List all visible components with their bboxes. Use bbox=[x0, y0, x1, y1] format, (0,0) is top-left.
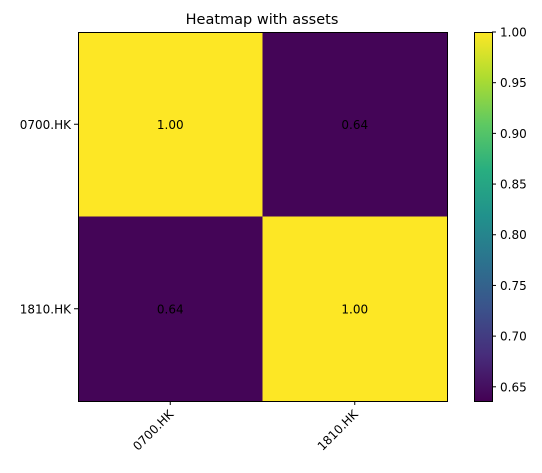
chart-title: Heatmap with assets bbox=[186, 12, 339, 28]
cell-label-r1-c1: 1.00 bbox=[341, 302, 368, 316]
colorbar-tick-label-5: 0.90 bbox=[500, 127, 527, 141]
cell-label-r0-c1: 0.64 bbox=[341, 118, 368, 132]
x-axis: 0700.HK 1810.HK bbox=[130, 401, 362, 453]
heatmap-cell-r0-c0 bbox=[78, 32, 263, 217]
colorbar-tick-label-3: 0.80 bbox=[500, 228, 527, 242]
colorbar-tick-label-0: 0.65 bbox=[500, 380, 527, 394]
heatmap-cell-r1-c0 bbox=[78, 216, 263, 402]
heatmap-cells bbox=[78, 32, 448, 402]
colorbar: 0.65 0.70 0.75 0.80 0.85 0.90 0.95 1.00 bbox=[474, 26, 527, 402]
cell-label-r0-c0: 1.00 bbox=[157, 118, 184, 132]
colorbar-tick-label-6: 0.95 bbox=[500, 76, 527, 90]
colorbar-tick-label-7: 1.00 bbox=[500, 26, 527, 40]
plot-frame bbox=[78, 32, 448, 402]
colorbar-frame bbox=[474, 32, 493, 402]
heatmap-cell-r1-c1 bbox=[262, 216, 448, 402]
colorbar-tick-label-4: 0.85 bbox=[500, 178, 527, 192]
y-tick-label-1: 1810.HK bbox=[20, 302, 72, 316]
heatmap-cell-labels: 1.00 0.64 0.64 1.00 bbox=[157, 118, 368, 317]
colorbar-gradient bbox=[474, 32, 492, 401]
colorbar-tick-label-1: 0.70 bbox=[500, 330, 527, 344]
heatmap-cell-r0-c1 bbox=[262, 32, 448, 217]
x-tick-label-0: 0700.HK bbox=[130, 406, 177, 453]
y-tick-label-0: 0700.HK bbox=[20, 118, 72, 132]
colorbar-tick-label-2: 0.75 bbox=[500, 279, 527, 293]
colorbar-ticks: 0.65 0.70 0.75 0.80 0.85 0.90 0.95 1.00 bbox=[492, 26, 527, 394]
cell-label-r1-c0: 0.64 bbox=[157, 302, 184, 316]
x-tick-label-1: 1810.HK bbox=[315, 406, 362, 453]
y-axis: 0700.HK 1810.HK bbox=[20, 118, 78, 316]
